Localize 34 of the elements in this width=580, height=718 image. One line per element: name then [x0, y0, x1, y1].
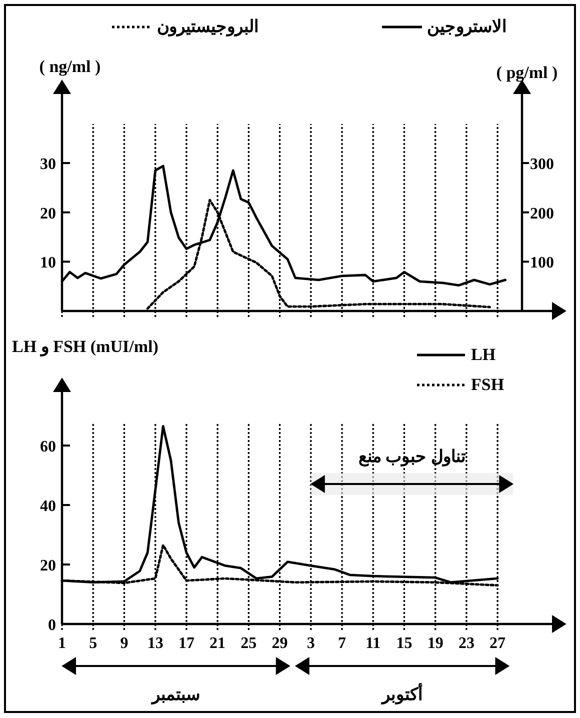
- x-tick-label: 5: [89, 635, 98, 652]
- x-tick-label: 21: [210, 635, 226, 652]
- x-tick-label: 17: [178, 635, 194, 652]
- x-tick-label: 1: [58, 635, 66, 652]
- x-tick-label: 13: [147, 635, 164, 652]
- y-tick-label: 40: [40, 498, 56, 516]
- x-tick-label: 7: [338, 635, 346, 652]
- text: أكتوبر: [380, 682, 423, 705]
- y2-tick-label: 100: [530, 254, 554, 272]
- legend-label: FSH: [471, 375, 504, 394]
- x-tick-label: 11: [366, 635, 381, 652]
- y-tick-label: 0: [48, 617, 56, 634]
- y2-axis-title: ( pg/ml ): [496, 63, 558, 82]
- y-axis-title: ( ng/ml ): [39, 57, 101, 76]
- text: سبتمبر: [150, 685, 200, 705]
- y-tick-label: 20: [40, 558, 56, 575]
- y-tick-label: 10: [40, 254, 56, 272]
- x-tick-label: 3: [306, 635, 315, 652]
- x-tick-label: 25: [240, 635, 257, 652]
- x-tick-label: 29: [272, 635, 288, 652]
- x-tick-label: 9: [120, 635, 128, 652]
- y-tick-label: 20: [40, 205, 56, 222]
- x-tick-label: 23: [458, 635, 474, 652]
- y2-tick-label: 300: [530, 156, 554, 174]
- legend-label: LH: [471, 345, 496, 364]
- y2-tick-label: 200: [530, 205, 554, 222]
- legend-label: البروجيستيرون: [157, 17, 259, 37]
- x-tick-label: 15: [396, 635, 412, 652]
- y-tick-label: 60: [40, 438, 56, 456]
- y-tick-label: 30: [40, 156, 56, 174]
- x-tick-label: 19: [427, 635, 444, 652]
- legend-label: الاستروجين: [427, 17, 507, 37]
- x-tick-label: 27: [490, 635, 506, 652]
- y-axis-title: LH و FSH (mUI/ml): [12, 337, 158, 357]
